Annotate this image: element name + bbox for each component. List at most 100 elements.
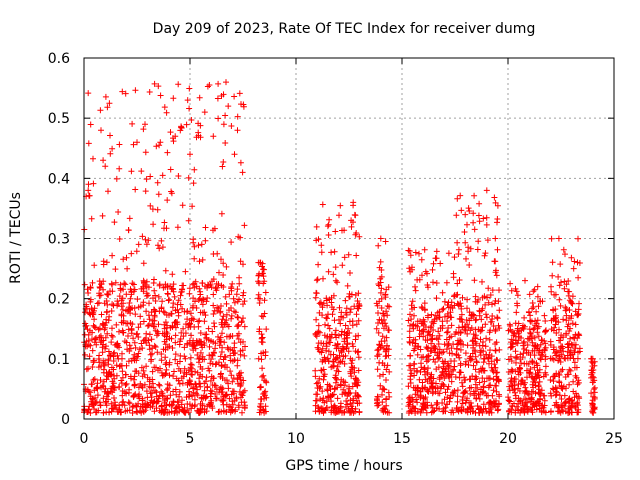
data-point [123, 339, 130, 346]
data-point [131, 382, 138, 389]
data-point [508, 287, 515, 294]
data-point [456, 316, 463, 322]
data-point [160, 346, 167, 353]
data-point [424, 337, 431, 344]
data-point [234, 362, 241, 369]
data-point [230, 295, 237, 302]
data-point [353, 311, 360, 318]
data-point [455, 302, 462, 309]
data-point [462, 361, 469, 368]
data-point [128, 168, 135, 175]
data-point [102, 93, 109, 100]
data-point [455, 352, 462, 359]
data-point [590, 393, 597, 400]
data-point [567, 355, 574, 361]
data-point [416, 250, 422, 257]
data-point [422, 307, 428, 314]
data-point [229, 398, 236, 405]
data-point [96, 292, 103, 299]
data-point [193, 305, 200, 311]
data-point [152, 292, 159, 299]
data-point [428, 380, 435, 387]
data-point [531, 342, 538, 349]
data-point [513, 309, 520, 316]
data-point [97, 107, 104, 114]
data-point [198, 394, 205, 401]
data-point [115, 301, 122, 307]
data-point [181, 369, 188, 376]
data-point [555, 404, 562, 411]
data-point [533, 399, 540, 406]
data-point [557, 302, 564, 309]
data-point [130, 288, 137, 295]
data-point [118, 297, 125, 304]
data-point [217, 353, 224, 360]
data-point [163, 336, 170, 343]
data-point [118, 312, 125, 319]
data-point [520, 342, 527, 349]
data-point [115, 209, 122, 215]
data-point [337, 381, 344, 388]
data-point [100, 409, 107, 416]
data-point [533, 375, 540, 382]
data-point [551, 291, 558, 298]
data-point [519, 324, 526, 331]
data-point [435, 328, 442, 335]
data-point [424, 353, 431, 360]
data-point [109, 325, 115, 332]
data-point [376, 316, 383, 323]
data-point [567, 325, 574, 332]
data-point [481, 355, 488, 362]
data-point [218, 389, 225, 396]
data-point [484, 237, 491, 244]
data-point [156, 142, 163, 149]
data-point [172, 339, 179, 346]
data-point [181, 404, 188, 411]
data-point [441, 341, 448, 348]
data-point [257, 384, 263, 391]
data-point [353, 381, 360, 388]
data-point [127, 373, 134, 380]
data-point [112, 266, 119, 273]
data-point [377, 382, 384, 389]
data-point [107, 371, 114, 378]
data-point [199, 373, 206, 380]
data-point [168, 335, 175, 342]
data-point [162, 354, 169, 361]
data-point [531, 364, 538, 371]
data-point [116, 328, 122, 335]
data-point [84, 386, 91, 393]
data-point [135, 393, 142, 400]
data-point [454, 393, 461, 400]
data-point [88, 398, 95, 405]
data-point [154, 349, 161, 356]
data-point [109, 333, 116, 340]
data-point [336, 316, 342, 323]
data-point [476, 379, 483, 386]
data-point [330, 351, 337, 358]
data-point [531, 334, 538, 341]
data-point [562, 408, 569, 415]
data-point [338, 331, 345, 338]
data-point [440, 305, 447, 312]
data-point [493, 272, 500, 279]
data-point [476, 369, 483, 375]
data-point [123, 307, 129, 314]
data-point [380, 385, 387, 392]
data-point [459, 294, 466, 301]
data-point [196, 380, 203, 387]
data-point [234, 314, 241, 320]
data-point [457, 329, 464, 335]
data-point [166, 372, 173, 379]
data-point [223, 263, 230, 270]
data-point [174, 224, 181, 231]
data-point [177, 368, 184, 374]
data-point [418, 331, 425, 337]
data-point [84, 409, 90, 415]
data-point [442, 389, 449, 396]
data-point [517, 409, 524, 416]
data-point [130, 281, 137, 288]
data-point [473, 340, 480, 347]
data-point [197, 363, 204, 370]
